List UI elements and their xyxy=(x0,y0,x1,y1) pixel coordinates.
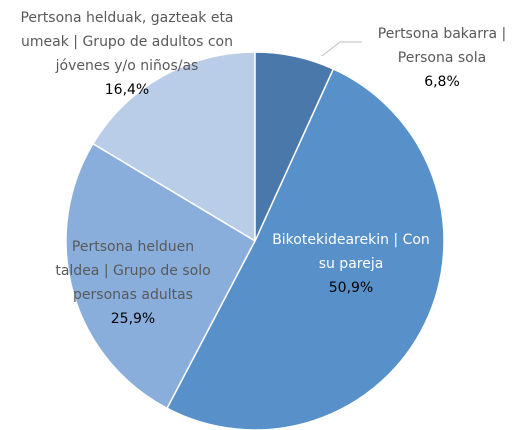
value-label: 50,9% xyxy=(328,280,374,296)
value-label: 25,9% xyxy=(110,311,156,327)
value-label: 6,8% xyxy=(424,74,460,90)
value-label: 16,4% xyxy=(104,82,150,98)
category-label: Bikotekidearekin | Con su pareja xyxy=(272,232,430,272)
category-label: Pertsona helduak, gazteak eta umeak | Gr… xyxy=(20,10,234,74)
slice-label: Pertsona helduen taldea | Grupo de solo … xyxy=(53,235,213,331)
pie-slice xyxy=(65,142,256,410)
leader-line xyxy=(321,41,362,57)
category-label: Pertsona bakarra | Persona sola xyxy=(377,26,507,66)
slice-label: Pertsona helduak, gazteak eta umeak | Gr… xyxy=(7,6,247,102)
slice-label: Pertsona bakarra | Persona sola 6,8% xyxy=(357,22,524,94)
slice-label: Bikotekidearekin | Con su pareja 50,9% xyxy=(271,228,431,300)
pie-slice xyxy=(91,51,256,243)
category-label: Pertsona helduen taldea | Grupo de solo … xyxy=(55,239,211,303)
pie-slice xyxy=(254,51,335,242)
